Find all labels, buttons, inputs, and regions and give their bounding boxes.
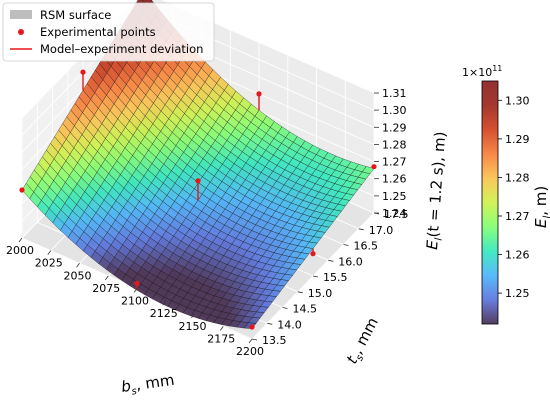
x-tick-mark bbox=[47, 250, 52, 255]
z-tick-label: 1.25 bbox=[382, 190, 407, 203]
y-tick-label: 14.5 bbox=[293, 303, 318, 316]
experimental-point bbox=[80, 69, 86, 75]
z-tick-label: 1.24 bbox=[382, 207, 407, 220]
legend-entry-points: Experimental points bbox=[40, 25, 156, 39]
x-tick-mark bbox=[104, 275, 109, 281]
experimental-points bbox=[19, 69, 377, 330]
z-tick-label: 1.27 bbox=[382, 156, 407, 169]
x-tick-label: 2125 bbox=[150, 307, 178, 320]
y-tick-mark bbox=[343, 244, 349, 246]
x-tick-mark bbox=[76, 263, 80, 268]
y-tick-label: 17.0 bbox=[369, 224, 394, 237]
z-tick-label: 1.28 bbox=[382, 138, 407, 151]
colorbar-tick-label: 1.27 bbox=[505, 210, 530, 223]
z-tick-label: 1.30 bbox=[382, 104, 407, 117]
y-tick-label: 16.5 bbox=[354, 240, 379, 253]
y-tick-mark bbox=[328, 259, 334, 262]
x-tick-mark bbox=[18, 237, 23, 243]
experimental-point bbox=[134, 280, 140, 286]
axes-ticks: 20002025205020752100212521502175220013.5… bbox=[6, 87, 409, 358]
z-tick-label: 1.29 bbox=[382, 121, 407, 134]
colorbar-tick-label: 1.25 bbox=[505, 287, 530, 300]
legend-points-marker bbox=[18, 29, 24, 35]
experimental-point bbox=[19, 187, 25, 193]
x-tick-label: 2150 bbox=[179, 320, 207, 333]
colorbar-tick-label: 1.29 bbox=[505, 133, 530, 146]
legend-surface-swatch bbox=[10, 10, 32, 19]
colorbar-tick-label: 1.30 bbox=[505, 94, 530, 107]
x-tick-label: 2000 bbox=[6, 244, 34, 257]
y-tick-mark bbox=[358, 228, 364, 231]
x-tick-label: 2050 bbox=[64, 269, 92, 282]
colorbar-offset: 1×1011 bbox=[462, 64, 502, 79]
legend-entry-deviation: Model–experiment deviation bbox=[40, 42, 203, 56]
y-tick-label: 17.5 bbox=[384, 208, 409, 221]
x-axis-label: bs, mm bbox=[120, 371, 176, 399]
y-tick-label: 16.0 bbox=[338, 255, 363, 268]
y-tick-mark bbox=[312, 275, 319, 278]
legend: RSM surface Experimental points Model–ex… bbox=[2, 2, 215, 62]
x-tick-label: 2200 bbox=[236, 345, 264, 358]
z-tick-label: 1.31 bbox=[382, 87, 407, 100]
y-tick-label: 15.5 bbox=[323, 271, 348, 284]
y-tick-mark bbox=[282, 307, 288, 309]
y-tick-mark bbox=[267, 322, 273, 325]
colorbar-bar bbox=[481, 80, 499, 325]
legend-frame bbox=[2, 2, 215, 62]
y-tick-label: 15.0 bbox=[308, 287, 333, 300]
y-tick-label: 13.5 bbox=[262, 334, 287, 347]
experimental-point bbox=[256, 91, 262, 97]
x-tick-label: 2075 bbox=[92, 282, 120, 295]
x-tick-mark bbox=[191, 313, 195, 319]
x-tick-label: 2025 bbox=[35, 257, 63, 270]
legend-entry-surface: RSM surface bbox=[40, 8, 111, 22]
colorbar-tick-label: 1.26 bbox=[505, 249, 530, 262]
colorbar-ticks: 1.25 1.26 1.27 1.28 1.29 1.30 bbox=[498, 94, 530, 300]
x-tick-mark bbox=[162, 300, 167, 306]
experimental-point bbox=[249, 324, 255, 330]
x-tick-mark bbox=[248, 338, 253, 344]
experimental-point bbox=[371, 164, 377, 170]
x-tick-mark bbox=[133, 288, 138, 293]
colorbar-label: El, m) bbox=[532, 186, 550, 228]
z-tick-label: 1.26 bbox=[382, 173, 407, 186]
experimental-point bbox=[310, 251, 316, 257]
x-tick-label: 2175 bbox=[207, 332, 235, 345]
y-tick-mark bbox=[251, 338, 258, 341]
experimental-point bbox=[195, 178, 201, 184]
z-axis-label: El(t = 1.2 s), m) bbox=[423, 131, 452, 251]
colorbar-tick-label: 1.28 bbox=[505, 171, 530, 184]
y-axis-label: ts, mm bbox=[343, 314, 385, 368]
x-tick-mark bbox=[219, 326, 224, 331]
y-tick-mark bbox=[297, 291, 303, 294]
y-tick-label: 14.0 bbox=[277, 318, 302, 331]
colorbar: 1.25 1.26 1.27 1.28 1.29 1.30 1×1011 El, m) bbox=[462, 64, 550, 325]
x-tick-label: 2100 bbox=[121, 295, 149, 308]
